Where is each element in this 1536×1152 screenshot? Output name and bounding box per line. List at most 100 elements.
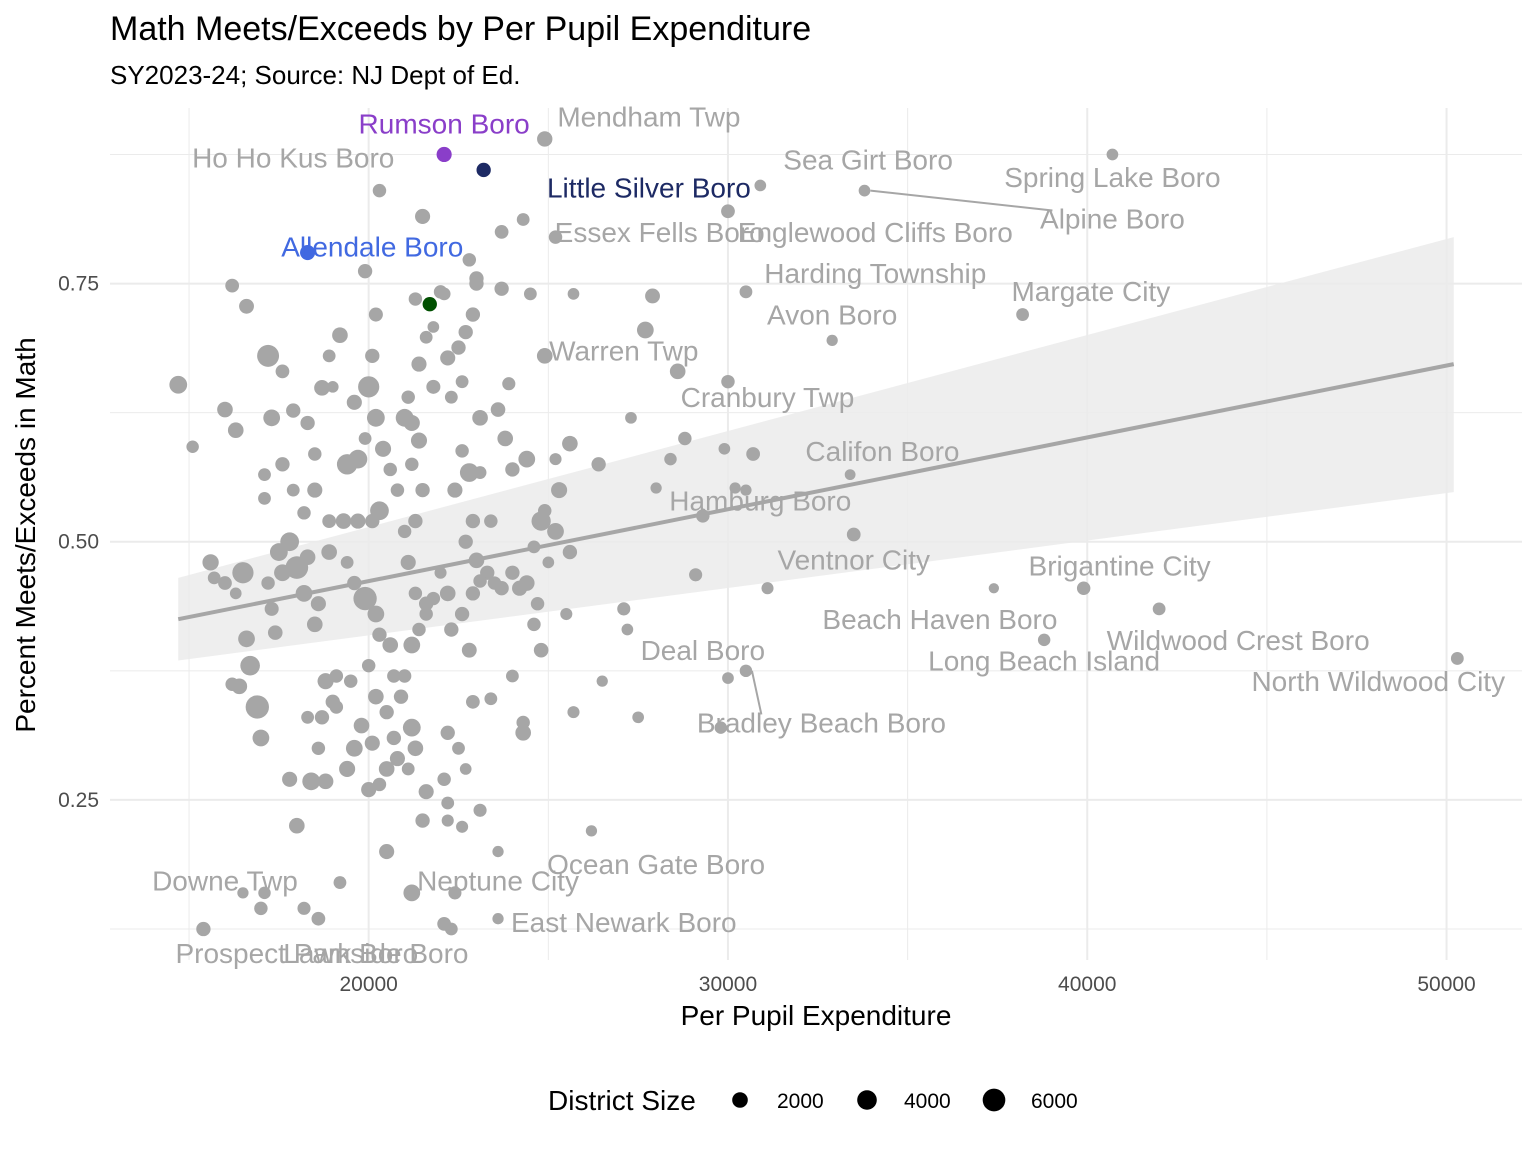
point-label: Harding Township bbox=[764, 258, 986, 289]
data-point bbox=[523, 287, 537, 301]
point-label: Mendham Twp bbox=[557, 101, 740, 132]
data-point bbox=[415, 813, 430, 828]
data-point bbox=[240, 655, 260, 676]
data-point bbox=[746, 447, 761, 461]
labeled-point bbox=[492, 913, 504, 925]
data-point bbox=[299, 549, 316, 566]
point-label: Cranbury Twp bbox=[681, 382, 855, 413]
labeled-point bbox=[988, 583, 999, 594]
data-point bbox=[386, 730, 402, 746]
data-point bbox=[275, 364, 290, 379]
labeled-point bbox=[536, 348, 553, 364]
data-point bbox=[397, 669, 412, 683]
data-point bbox=[567, 706, 580, 719]
data-point bbox=[322, 514, 337, 528]
data-point bbox=[542, 556, 555, 569]
point-label: Ocean Gate Boro bbox=[547, 849, 765, 880]
data-point bbox=[378, 761, 395, 777]
labeled-point bbox=[754, 179, 767, 192]
data-point bbox=[280, 532, 300, 552]
data-point bbox=[454, 606, 470, 622]
data-point bbox=[408, 513, 423, 529]
data-point bbox=[456, 820, 469, 833]
point-label: Alpine Boro bbox=[1040, 204, 1185, 235]
data-point bbox=[538, 504, 552, 518]
data-point bbox=[533, 642, 549, 658]
data-point bbox=[401, 390, 415, 404]
data-point bbox=[408, 292, 423, 306]
labeled-point bbox=[739, 285, 753, 299]
data-point bbox=[645, 288, 660, 304]
data-point bbox=[333, 876, 347, 889]
data-point bbox=[440, 725, 455, 740]
point-label: Neptune City bbox=[417, 865, 579, 896]
data-point bbox=[761, 582, 774, 595]
data-point bbox=[560, 607, 573, 621]
data-point bbox=[408, 586, 423, 601]
data-point bbox=[207, 571, 221, 585]
data-point bbox=[387, 669, 401, 683]
data-point bbox=[516, 715, 530, 730]
data-point bbox=[397, 524, 412, 539]
size-legend: District Size 2000 4000 6000 bbox=[548, 1085, 1078, 1116]
data-point bbox=[689, 568, 703, 582]
data-point bbox=[232, 562, 254, 584]
data-point bbox=[379, 704, 394, 720]
data-point bbox=[335, 513, 352, 529]
labeled-point bbox=[740, 484, 752, 496]
data-point bbox=[403, 636, 421, 654]
data-point bbox=[412, 622, 426, 637]
point-label: Downe Twp bbox=[152, 865, 298, 896]
data-point bbox=[300, 415, 315, 431]
labeled-point bbox=[444, 922, 458, 936]
data-point bbox=[669, 363, 686, 380]
data-point bbox=[393, 689, 409, 704]
data-point bbox=[263, 409, 281, 427]
data-point bbox=[202, 554, 219, 571]
data-point bbox=[314, 380, 330, 396]
data-point bbox=[441, 796, 455, 810]
point-label: Rumson Boro bbox=[359, 108, 530, 139]
label-leader-line bbox=[870, 189, 1053, 212]
data-point bbox=[317, 673, 334, 690]
data-point bbox=[368, 307, 383, 322]
data-point bbox=[461, 642, 477, 658]
labeled-point bbox=[1037, 633, 1051, 647]
data-point bbox=[596, 675, 608, 687]
data-point bbox=[286, 483, 300, 497]
data-point bbox=[415, 482, 430, 498]
data-point bbox=[459, 763, 472, 775]
data-point bbox=[437, 772, 451, 786]
data-point bbox=[367, 605, 385, 623]
data-point bbox=[286, 403, 301, 418]
data-point bbox=[473, 466, 487, 479]
data-point bbox=[317, 773, 334, 790]
data-point bbox=[437, 287, 451, 301]
data-point bbox=[426, 591, 441, 606]
data-point bbox=[632, 711, 644, 724]
highlighted-points bbox=[300, 146, 491, 312]
data-point bbox=[439, 585, 456, 602]
data-point bbox=[257, 344, 280, 367]
data-point bbox=[451, 340, 466, 355]
point-label: Hamburg Boro bbox=[669, 485, 851, 516]
data-point bbox=[258, 491, 271, 505]
point-label: Spring Lake Boro bbox=[1004, 162, 1220, 193]
data-point bbox=[169, 375, 188, 394]
data-point bbox=[329, 700, 344, 714]
data-point bbox=[459, 463, 479, 482]
data-point bbox=[383, 462, 397, 477]
data-point bbox=[465, 307, 481, 322]
point-label: North Wildwood City bbox=[1251, 666, 1505, 697]
data-point bbox=[458, 324, 473, 340]
legend-key-circle bbox=[732, 1092, 748, 1108]
data-point bbox=[365, 513, 380, 529]
legend-key-circle bbox=[857, 1090, 877, 1110]
data-point bbox=[358, 376, 380, 398]
data-point bbox=[567, 288, 580, 300]
data-point bbox=[258, 468, 271, 482]
data-point bbox=[551, 482, 568, 499]
data-point bbox=[361, 658, 376, 673]
data-point bbox=[382, 637, 399, 653]
labeled-point bbox=[492, 845, 504, 858]
